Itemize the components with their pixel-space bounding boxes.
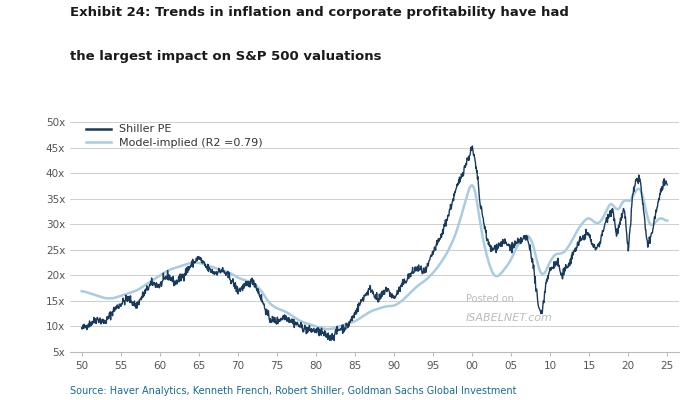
Legend: Shiller PE, Model-implied (R2 =0.79): Shiller PE, Model-implied (R2 =0.79) (82, 120, 267, 152)
Text: Posted on: Posted on (466, 294, 514, 304)
Text: ISABELNET.com: ISABELNET.com (466, 313, 553, 323)
Text: Exhibit 24: Trends in inflation and corporate profitability have had: Exhibit 24: Trends in inflation and corp… (70, 6, 569, 19)
Text: the largest impact on S&P 500 valuations: the largest impact on S&P 500 valuations (70, 50, 382, 63)
Text: Source: Haver Analytics, Kenneth French, Robert Shiller, Goldman Sachs Global In: Source: Haver Analytics, Kenneth French,… (70, 386, 517, 396)
